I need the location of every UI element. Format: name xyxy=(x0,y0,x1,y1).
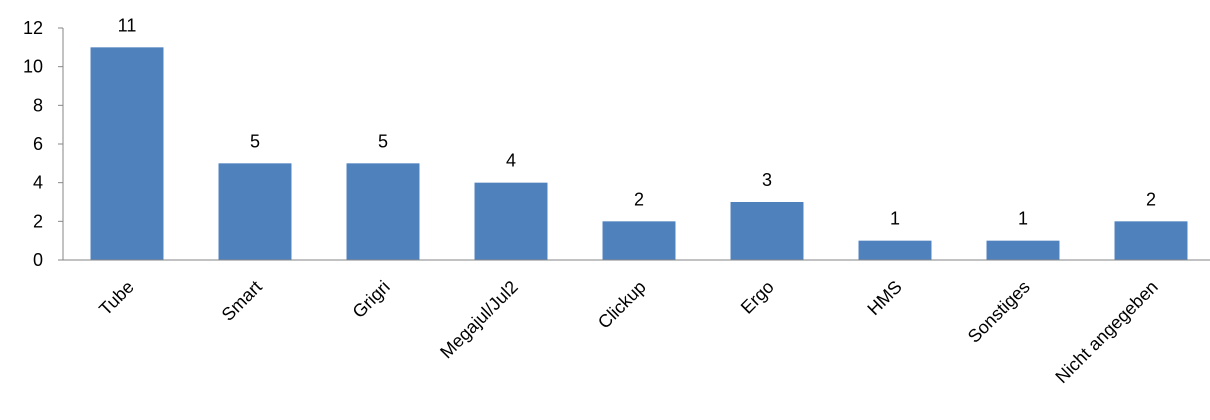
category-label: Tube xyxy=(95,277,138,320)
y-tick-label: 0 xyxy=(33,250,43,270)
y-tick-label: 8 xyxy=(33,95,43,115)
data-label: 1 xyxy=(1018,209,1028,229)
bar xyxy=(474,182,548,260)
bars xyxy=(90,47,1188,261)
y-tick-label: 12 xyxy=(23,18,43,38)
y-tick-label: 4 xyxy=(33,173,43,193)
data-label: 2 xyxy=(634,189,644,209)
data-label: 4 xyxy=(506,151,516,171)
category-label: Smart xyxy=(218,277,266,325)
category-label: Megajul/Jul2 xyxy=(436,277,522,363)
bar xyxy=(346,163,420,260)
data-label: 3 xyxy=(762,170,772,190)
bar xyxy=(90,47,164,261)
data-label: 5 xyxy=(250,131,260,151)
category-label: HMS xyxy=(863,277,905,319)
data-label: 5 xyxy=(378,131,388,151)
y-axis: 0 2 4 6 8 10 12 xyxy=(23,18,63,270)
category-label: Sonstiges xyxy=(964,277,1034,347)
y-tick-label: 10 xyxy=(23,57,43,77)
y-tick-label: 2 xyxy=(33,211,43,231)
bar xyxy=(858,240,932,260)
y-tick-label: 6 xyxy=(33,134,43,154)
category-label: Nicht angegeben xyxy=(1051,277,1161,387)
category-label: Ergo xyxy=(737,277,778,318)
bar xyxy=(602,221,676,260)
bar xyxy=(730,202,804,260)
bar xyxy=(1114,221,1188,260)
category-label: Grigri xyxy=(349,277,394,322)
category-label: Clickup xyxy=(594,277,650,333)
category-labels: Tube Smart Grigri Megajul/Jul2 Clickup Ergo HM… xyxy=(95,277,1162,387)
data-label: 1 xyxy=(890,209,900,229)
bar xyxy=(986,240,1060,260)
data-label: 11 xyxy=(118,15,137,35)
data-label: 2 xyxy=(1146,189,1156,209)
bar xyxy=(218,163,292,260)
